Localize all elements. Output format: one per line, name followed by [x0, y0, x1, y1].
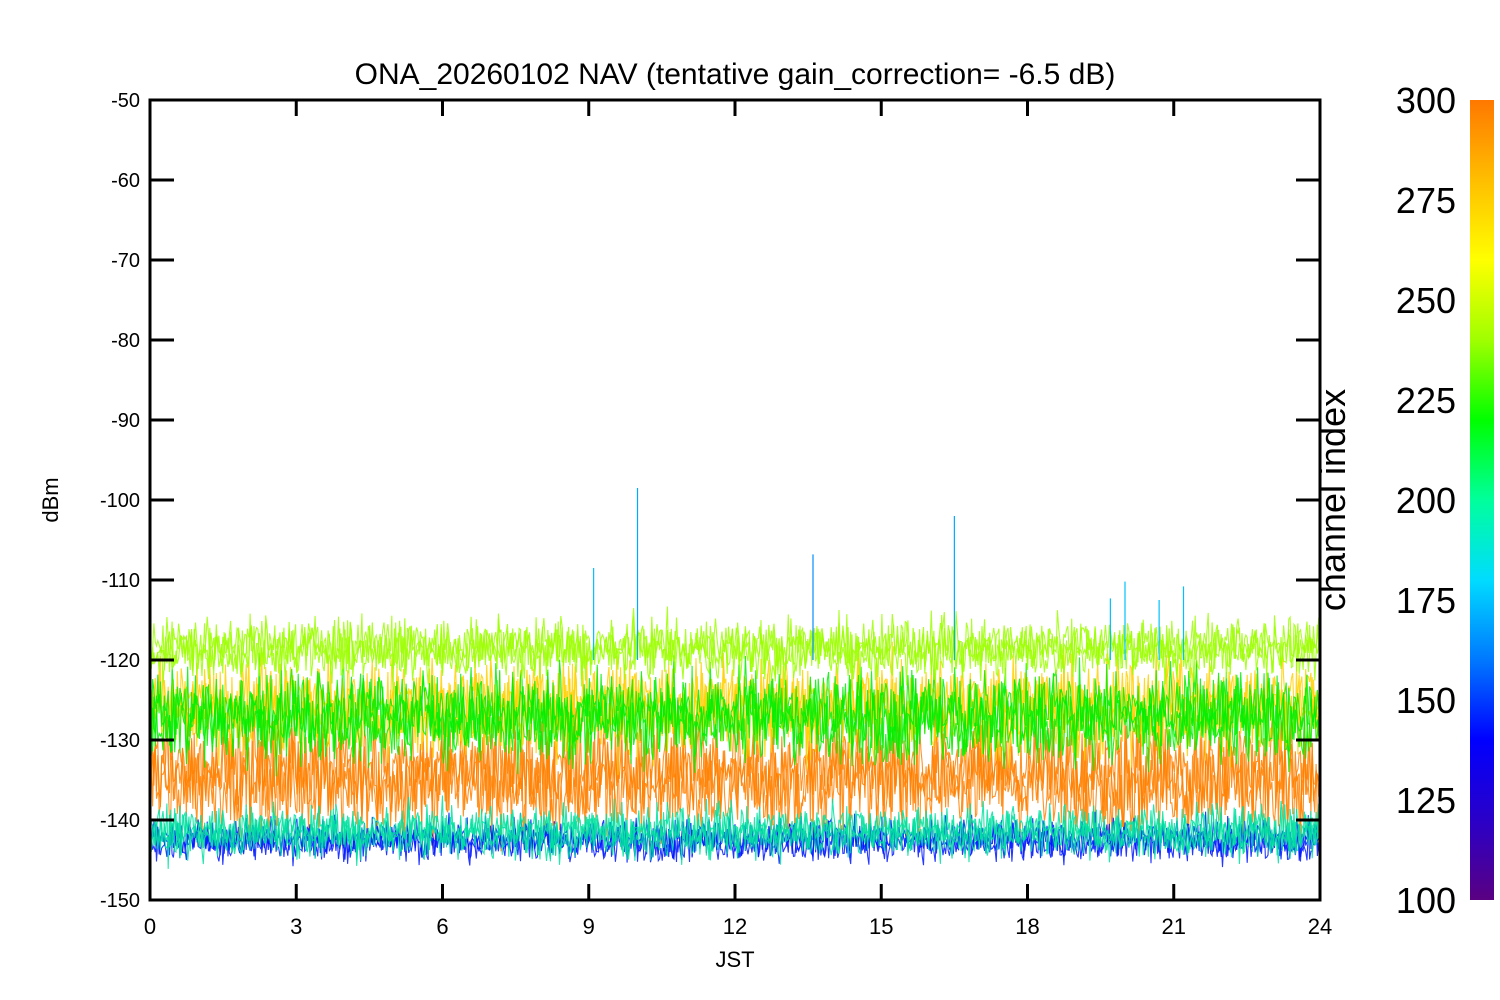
- colorbar-tick-label: 175: [1396, 580, 1456, 621]
- y-tick-label: -140: [100, 810, 140, 832]
- x-tick-label: 18: [1015, 914, 1039, 939]
- y-axis-label: dBm: [38, 477, 63, 522]
- y-tick-label: -110: [101, 570, 140, 592]
- colorbar-tick-label: 150: [1396, 680, 1456, 721]
- series-line-5: [150, 798, 1320, 865]
- x-tick-label: 9: [583, 914, 595, 939]
- y-tick-label: -50: [111, 90, 140, 112]
- x-tick-label: 24: [1308, 914, 1332, 939]
- y-tick-label: -100: [100, 490, 140, 512]
- x-tick-label: 21: [1162, 914, 1186, 939]
- colorbar-tick-label: 300: [1396, 80, 1456, 121]
- colorbar-tick-label: 125: [1396, 780, 1456, 821]
- x-axis-label: JST: [715, 947, 754, 972]
- x-tick-label: 12: [723, 914, 747, 939]
- x-tick-label: 6: [436, 914, 448, 939]
- x-tick-label: 15: [869, 914, 893, 939]
- colorbar-tick-label: 200: [1396, 480, 1456, 521]
- series-line-5: [150, 798, 1320, 866]
- chart-title: ONA_20260102 NAV (tentative gain_correct…: [355, 58, 1116, 91]
- series-line-2: [150, 653, 1320, 773]
- y-tick-label: -70: [111, 250, 140, 272]
- plot-data: [150, 488, 1320, 869]
- colorbar-tick-label: 100: [1396, 880, 1456, 921]
- y-tick-label: -120: [100, 650, 140, 672]
- series-line-0: [150, 704, 1320, 850]
- colorbar-tick-label: 275: [1396, 180, 1456, 221]
- y-axis-ticks: -50 -60 -70 -80 -90 -100 -110 -120 -130 -140 -150: [100, 90, 1320, 912]
- y-tick-label: -150: [100, 890, 140, 912]
- x-axis-ticks: 0 3 6 9 12 15 18 21 24: [144, 100, 1332, 939]
- y-tick-label: -80: [111, 330, 140, 352]
- y-tick-label: -90: [111, 410, 140, 432]
- y-tick-label: -130: [100, 730, 140, 752]
- x-tick-label: 3: [290, 914, 302, 939]
- colorbar-tick-label: 250: [1396, 280, 1456, 321]
- x-tick-label: 0: [144, 914, 156, 939]
- series-line-0: [150, 697, 1320, 852]
- colorbar-ticks: 300 275 250 225 200 175 150 125 100: [1396, 80, 1456, 921]
- series-line-2: [150, 652, 1320, 777]
- series-line-4: [150, 812, 1320, 867]
- colorbar: [1470, 100, 1494, 900]
- y-tick-label: -60: [111, 170, 140, 192]
- colorbar-tick-label: 225: [1396, 380, 1456, 421]
- colorbar-label: channel index: [1312, 389, 1353, 611]
